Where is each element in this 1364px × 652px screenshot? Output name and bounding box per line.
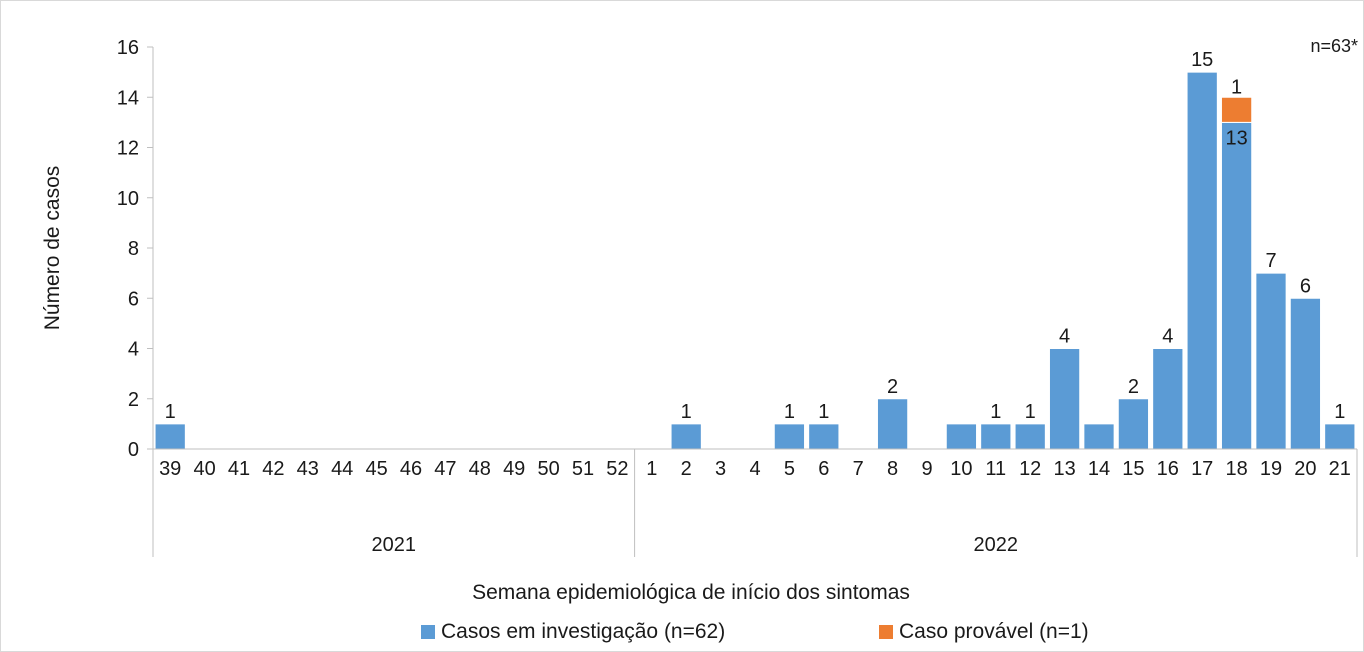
bar-investigation (1152, 348, 1184, 450)
bar-investigation (876, 398, 909, 450)
y-tick-label: 8 (128, 238, 139, 260)
x-tick-label: 17 (1191, 458, 1213, 480)
x-tick-label: 46 (400, 458, 422, 480)
data-label: 6 (1300, 275, 1311, 297)
x-tick-label: 41 (228, 458, 250, 480)
y-tick-label: 0 (128, 439, 139, 461)
y-tick-label: 14 (117, 87, 139, 109)
x-axis-title: Semana epidemiológica de início dos sint… (472, 581, 910, 604)
bar-investigation (1324, 423, 1356, 450)
data-label: 4 (1162, 326, 1173, 348)
bars-layer: 1 1 1 1 2 1 1 4 2 4 15 13 1 7 6 1 (154, 49, 1356, 450)
legend-item-investigation: Casos em investigação (n=62) (421, 617, 725, 647)
x-tick-label: 14 (1088, 458, 1110, 480)
x-tick-label: 18 (1225, 458, 1247, 480)
bar-investigation (1220, 121, 1253, 450)
x-tick-label: 1 (646, 458, 657, 480)
y-axis: 0 2 4 6 8 10 12 14 16 (117, 37, 154, 461)
bar-investigation (808, 423, 840, 450)
x-tick-label: 51 (572, 458, 594, 480)
x-tick-label: 2 (681, 458, 692, 480)
y-tick-label: 16 (117, 37, 139, 59)
data-label: 1 (990, 401, 1001, 423)
x-tick-label: 12 (1019, 458, 1041, 480)
year-group-label: 2022 (974, 534, 1019, 556)
x-tick-label: 9 (921, 458, 932, 480)
data-label: 1 (1231, 76, 1242, 98)
x-tick-label: 16 (1157, 458, 1179, 480)
y-tick-label: 6 (128, 288, 139, 310)
bar-investigation (670, 423, 702, 450)
x-tick-label: 8 (887, 458, 898, 480)
bar-investigation (1289, 297, 1322, 450)
bar-investigation (980, 423, 1012, 450)
data-label: 1 (165, 401, 176, 423)
data-label: 1 (681, 401, 692, 423)
bar-investigation (1083, 423, 1115, 450)
legend-label-probable: Caso provável (n=1) (899, 620, 1089, 643)
x-tick-label: 44 (331, 458, 353, 480)
bar-investigation (1014, 423, 1046, 450)
x-tick-label: 47 (434, 458, 456, 480)
legend-label-investigation: Casos em investigação (n=62) (441, 620, 726, 643)
x-tick-label: 19 (1260, 458, 1282, 480)
y-tick-label: 10 (117, 188, 139, 210)
x-tick-label: 43 (297, 458, 319, 480)
x-tick-label: 42 (262, 458, 284, 480)
bar-investigation (1255, 272, 1287, 450)
bar-investigation (1048, 348, 1081, 450)
data-label: 2 (1128, 376, 1139, 398)
y-axis-title: Número de casos (41, 166, 64, 331)
x-tick-label: 7 (853, 458, 864, 480)
data-label: 1 (1025, 401, 1036, 423)
bar-investigation (1117, 398, 1150, 450)
x-tick-label: 40 (193, 458, 215, 480)
data-label: 2 (887, 376, 898, 398)
y-tick-label: 12 (117, 138, 139, 160)
x-tick-label: 52 (606, 458, 628, 480)
x-tick-label: 13 (1053, 458, 1075, 480)
x-tick-label: 3 (715, 458, 726, 480)
x-tick-label: 20 (1294, 458, 1316, 480)
x-tick-label: 48 (469, 458, 491, 480)
legend: Casos em investigação (n=62) Caso prováv… (1, 617, 1364, 647)
data-label: 1 (1334, 401, 1345, 423)
data-label: 1 (784, 401, 795, 423)
year-group-label: 2021 (372, 534, 417, 556)
bar-investigation (773, 423, 806, 450)
data-label: 1 (818, 401, 829, 423)
x-tick-label: 6 (818, 458, 829, 480)
x-tick-label: 49 (503, 458, 525, 480)
x-tick-label: 39 (159, 458, 181, 480)
x-tick-label: 15 (1122, 458, 1144, 480)
data-label: 7 (1265, 250, 1276, 272)
x-tick-label: 4 (749, 458, 760, 480)
bar-probable (1220, 96, 1253, 123)
x-tick-label: 10 (950, 458, 972, 480)
data-label: 13 (1225, 127, 1247, 149)
bar-investigation (154, 423, 186, 450)
y-tick-label: 2 (128, 389, 139, 411)
data-label: 4 (1059, 326, 1070, 348)
x-tick-label: 21 (1329, 458, 1351, 480)
x-tick-label: 11 (985, 458, 1006, 480)
x-tick-label: 50 (537, 458, 559, 480)
y-tick-label: 4 (128, 339, 139, 361)
legend-swatch-probable (879, 625, 893, 639)
data-label: 15 (1191, 49, 1213, 71)
x-tick-label: 5 (784, 458, 795, 480)
legend-item-probable: Caso provável (n=1) (879, 617, 1089, 647)
total-count-annotation: n=63* (1310, 36, 1358, 56)
bar-investigation (1186, 71, 1218, 450)
bar-investigation (945, 423, 978, 450)
x-tick-label: 45 (365, 458, 387, 480)
legend-swatch-investigation (421, 625, 435, 639)
x-axis: 39 40 41 42 43 44 45 46 47 48 49 50 51 52 1 2 3 4 5 6 7 8 9 10 1… (152, 448, 1358, 557)
